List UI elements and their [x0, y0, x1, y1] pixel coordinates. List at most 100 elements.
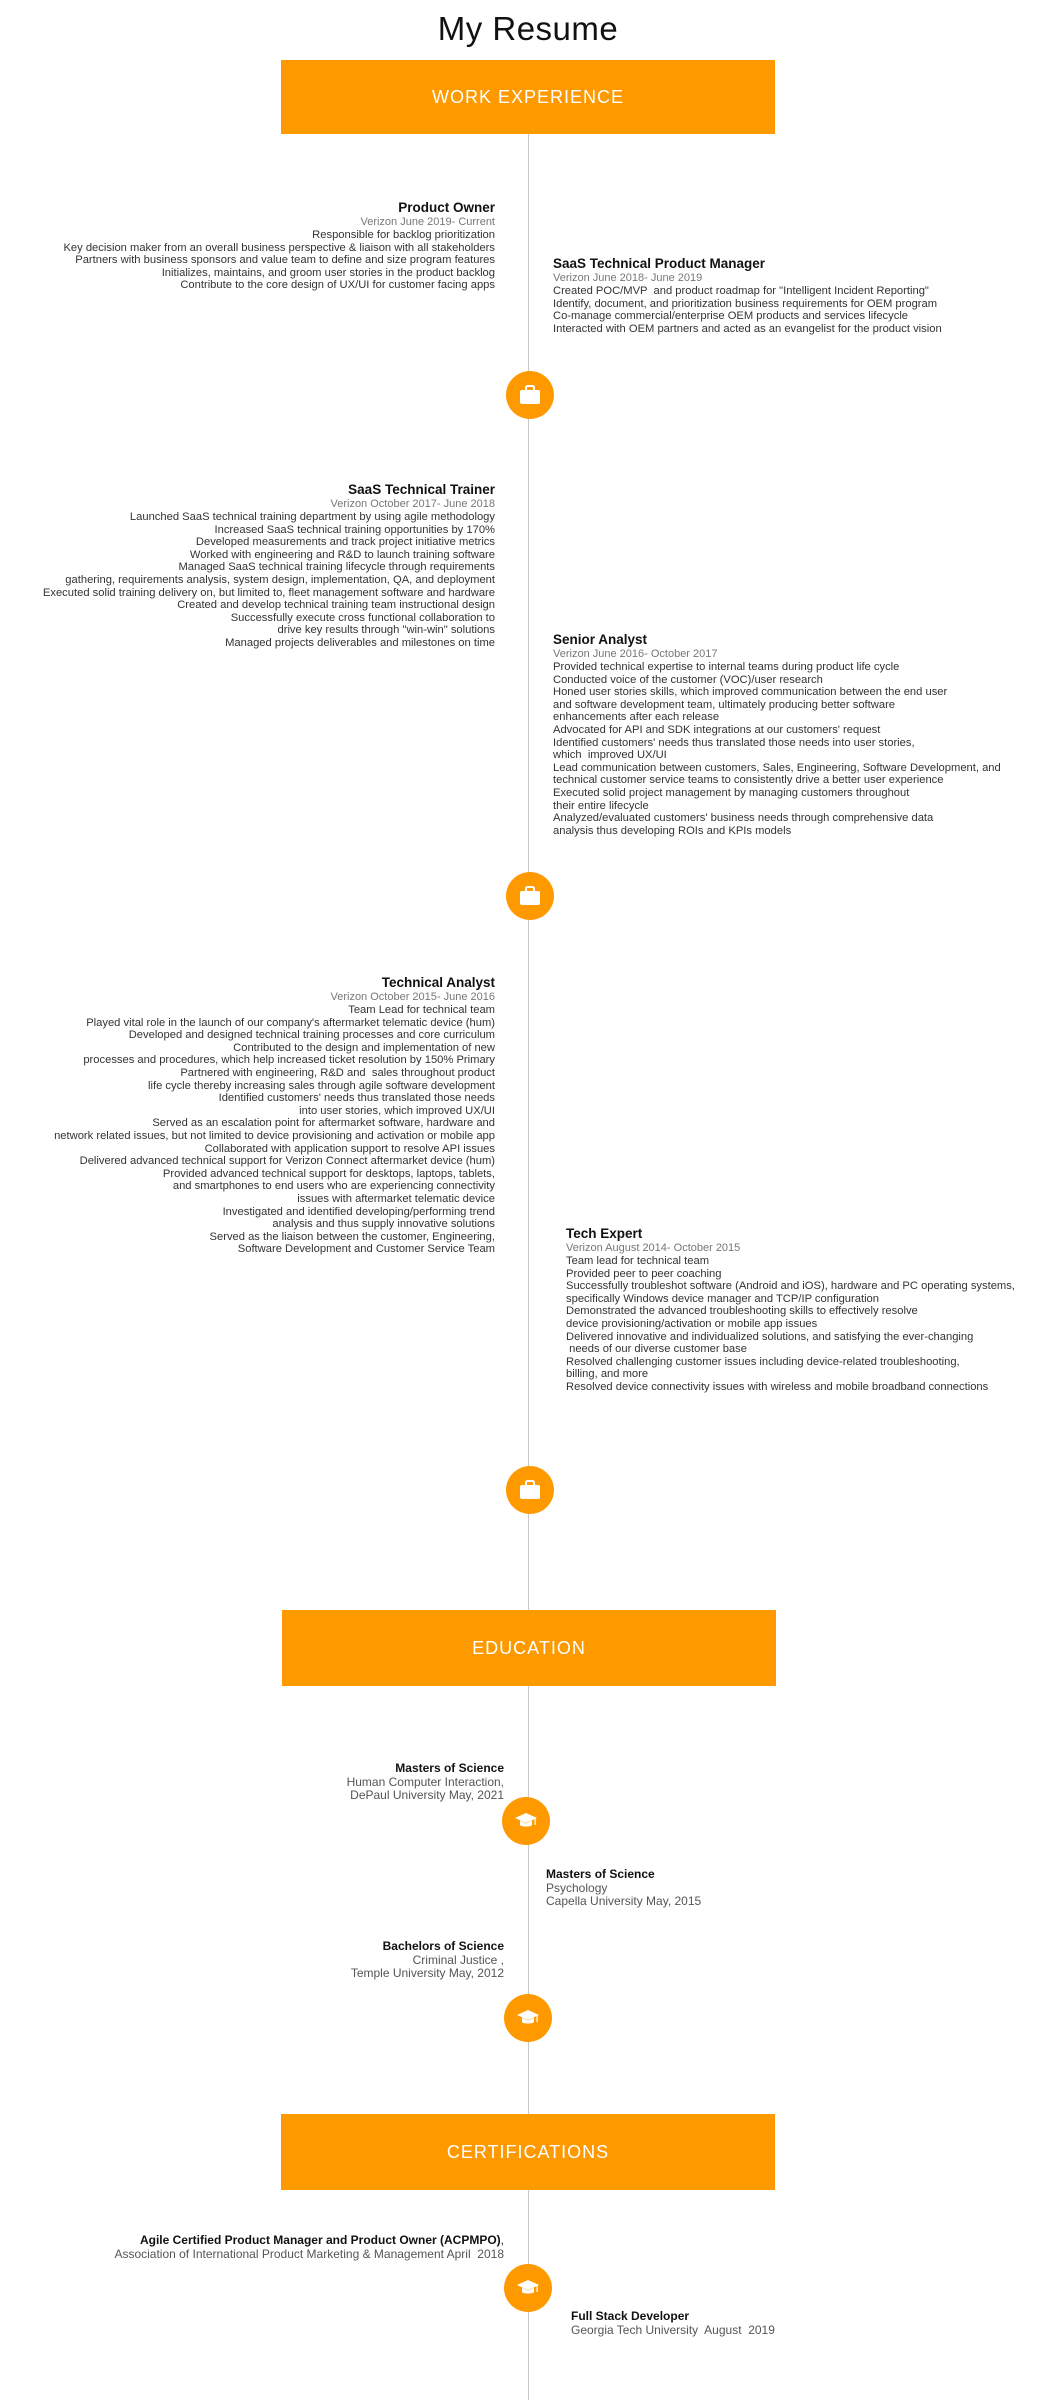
entry-line: Developed and designed technical trainin…	[128, 1029, 495, 1042]
timeline-line-education	[528, 1686, 529, 2114]
education-entry: Masters of Science Human Computer Intera…	[104, 1761, 504, 1803]
work-entry: Product Owner Verizon June 2019- Current…	[0, 200, 495, 292]
entry-subtitle: Verizon October 2015- June 2016	[330, 991, 495, 1003]
entry-line: Contributed to the design and implementa…	[233, 1041, 495, 1054]
timeline-node	[506, 371, 554, 419]
section-banner-work: WORK EXPERIENCE	[281, 60, 775, 134]
entry-line: Developed measurements and track project…	[195, 536, 495, 549]
entry-line: specifically Windows device manager and …	[566, 1292, 879, 1305]
entry-title: Full Stack Developer	[571, 2309, 690, 2323]
education-entry: Masters of Science Psychology Capella Un…	[546, 1867, 946, 1909]
work-entry: Tech Expert Verizon August 2014- October…	[566, 1226, 1054, 1394]
entry-line: Temple University May, 2012	[350, 1966, 504, 1980]
entry-title: Bachelors of Science	[382, 1939, 504, 1953]
entry-line: into user stories, which improved UX/UI	[299, 1104, 495, 1117]
entry-line: Criminal Justice ,	[412, 1952, 504, 1967]
entry-line: Successfully execute cross functional co…	[230, 611, 495, 624]
entry-title: Technical Analyst	[381, 975, 495, 990]
entry-line: Managed SaaS technical training lifecycl…	[178, 561, 495, 574]
entry-subtitle: Verizon August 2014- October 2015	[566, 1242, 741, 1254]
timeline-node	[506, 1466, 554, 1514]
entry-title: SaaS Technical Trainer	[348, 482, 495, 497]
entry-line: device provisioning/activation or mobile…	[566, 1317, 818, 1330]
entry-line: Provided advanced technical support for …	[162, 1167, 495, 1180]
entry-subtitle: Verizon June 2019- Current	[360, 216, 495, 228]
entry-line: Co-manage commercial/enterprise OEM prod…	[553, 310, 909, 323]
entry-line: Managed projects deliverables and milest…	[225, 636, 495, 649]
entry-line: Team Lead for technical team	[348, 1004, 495, 1016]
work-entry: Technical Analyst Verizon October 2015- …	[0, 975, 495, 1256]
entry-line: Association of International Product Mar…	[114, 2246, 504, 2261]
entry-line: life cycle thereby increasing sales thro…	[147, 1079, 495, 1092]
entry-line: enhancements after each release	[553, 711, 720, 724]
entry-line: Created POC/MVP and product roadmap for …	[553, 285, 929, 297]
section-title-education: EDUCATION	[472, 1637, 586, 1658]
entry-title: Product Owner	[398, 200, 495, 215]
briefcase-icon	[520, 886, 540, 905]
briefcase-icon	[520, 385, 540, 404]
education-entry: Bachelors of Science Criminal Justice , …	[104, 1939, 504, 1981]
entry-line: Demonstrated the advanced troubleshootin…	[566, 1305, 918, 1318]
timeline-node	[506, 872, 554, 920]
section-title-certifications: CERTIFICATIONS	[446, 2141, 610, 2162]
entry-line: Human Computer Interaction,	[346, 1774, 504, 1789]
entry-line: and software development team, ultimatel…	[553, 698, 896, 711]
entry-line: Identified customers' needs thus transla…	[218, 1092, 495, 1105]
entry-line: Executed solid project management by man…	[553, 786, 910, 799]
graduation-cap-icon	[517, 2010, 539, 2024]
entry-line: which improved UX/UI	[553, 749, 667, 762]
entry-title: Masters of Science	[546, 1867, 655, 1881]
entry-line: analysis thus developing ROIs and KPIs m…	[553, 824, 792, 837]
entry-line: Advocated for API and SDK integrations a…	[553, 723, 881, 736]
graduation-cap-icon	[517, 2280, 539, 2294]
entry-line: Resolved device connectivity issues with…	[566, 1380, 989, 1393]
entry-line: and smartphones to end users who are exp…	[172, 1180, 495, 1193]
entry-title-suffix: ,	[500, 2233, 504, 2247]
entry-line: Initializes, maintains, and groom user s…	[161, 266, 495, 279]
entry-line: Delivered innovative and individualized …	[566, 1330, 974, 1343]
entry-line: Served as an escalation point for afterm…	[152, 1117, 495, 1130]
entry-line: Software Development and Customer Servic…	[237, 1243, 495, 1256]
certification-entry: Full Stack Developer Georgia Tech Univer…	[571, 2309, 971, 2337]
entry-title: Masters of Science	[395, 1761, 504, 1775]
entry-line: Partnered with engineering, R&D and sale…	[180, 1066, 495, 1079]
entry-line: Partners with business sponsors and valu…	[75, 254, 495, 267]
timeline-node	[504, 1994, 552, 2042]
entry-line: Identified customers' needs thus transla…	[553, 736, 915, 749]
entry-line: Successfully troubleshot software (Andro…	[566, 1280, 1015, 1293]
entry-line: Served as the liaison between the custom…	[209, 1230, 495, 1243]
timeline-node	[502, 1797, 550, 1845]
entry-line: analysis and thus supply innovative solu…	[272, 1218, 495, 1231]
entry-subtitle: Verizon June 2018- June 2019	[553, 272, 703, 284]
section-banner-education: EDUCATION	[282, 1610, 776, 1686]
entry-title: Agile Certified Product Manager and Prod…	[139, 2233, 501, 2247]
entry-line: Provided peer to peer coaching	[566, 1267, 722, 1280]
entry-line: gathering, requirements analysis, system…	[65, 573, 495, 586]
entry-line: needs of our diverse customer base	[566, 1343, 747, 1356]
entry-line: their entire lifecycle	[553, 799, 649, 812]
entry-title: SaaS Technical Product Manager	[553, 256, 766, 271]
entry-line: Georgia Tech University August 2019	[571, 2322, 775, 2337]
entry-line: Increased SaaS technical training opport…	[214, 523, 496, 536]
entry-line: Delivered advanced technical support for…	[79, 1155, 495, 1168]
entry-line: Provided technical expertise to internal…	[553, 661, 900, 673]
entry-line: DePaul University May, 2021	[350, 1788, 504, 1802]
entry-line: network related issues, but not limited …	[54, 1129, 495, 1142]
entry-line: Honed user stories skills, which improve…	[553, 686, 948, 699]
entry-line: Conducted voice of the customer (VOC)/us…	[553, 673, 823, 686]
page-title: My Resume	[437, 10, 619, 47]
briefcase-icon	[520, 1480, 540, 1499]
entry-line: Investigated and identified developing/p…	[222, 1205, 495, 1218]
entry-line: Responsible for backlog prioritization	[312, 229, 495, 241]
entry-line: Capella University May, 2015	[546, 1894, 702, 1908]
entry-subtitle: Verizon June 2016- October 2017	[553, 648, 718, 660]
entry-line: Executed solid training delivery on, but…	[42, 586, 495, 599]
work-entry: SaaS Technical Product Manager Verizon J…	[553, 256, 1053, 335]
entry-line: technical customer service teams to cons…	[553, 774, 944, 787]
entry-line: Created and develop technical training t…	[177, 599, 495, 612]
entry-line: Key decision maker from an overall busin…	[63, 241, 495, 254]
entry-title: Tech Expert	[566, 1226, 643, 1241]
entry-line: Launched SaaS technical training departm…	[129, 511, 495, 523]
entry-line: Resolved challenging customer issues inc…	[566, 1355, 960, 1368]
entry-line: Played vital role in the launch of our c…	[86, 1016, 495, 1029]
